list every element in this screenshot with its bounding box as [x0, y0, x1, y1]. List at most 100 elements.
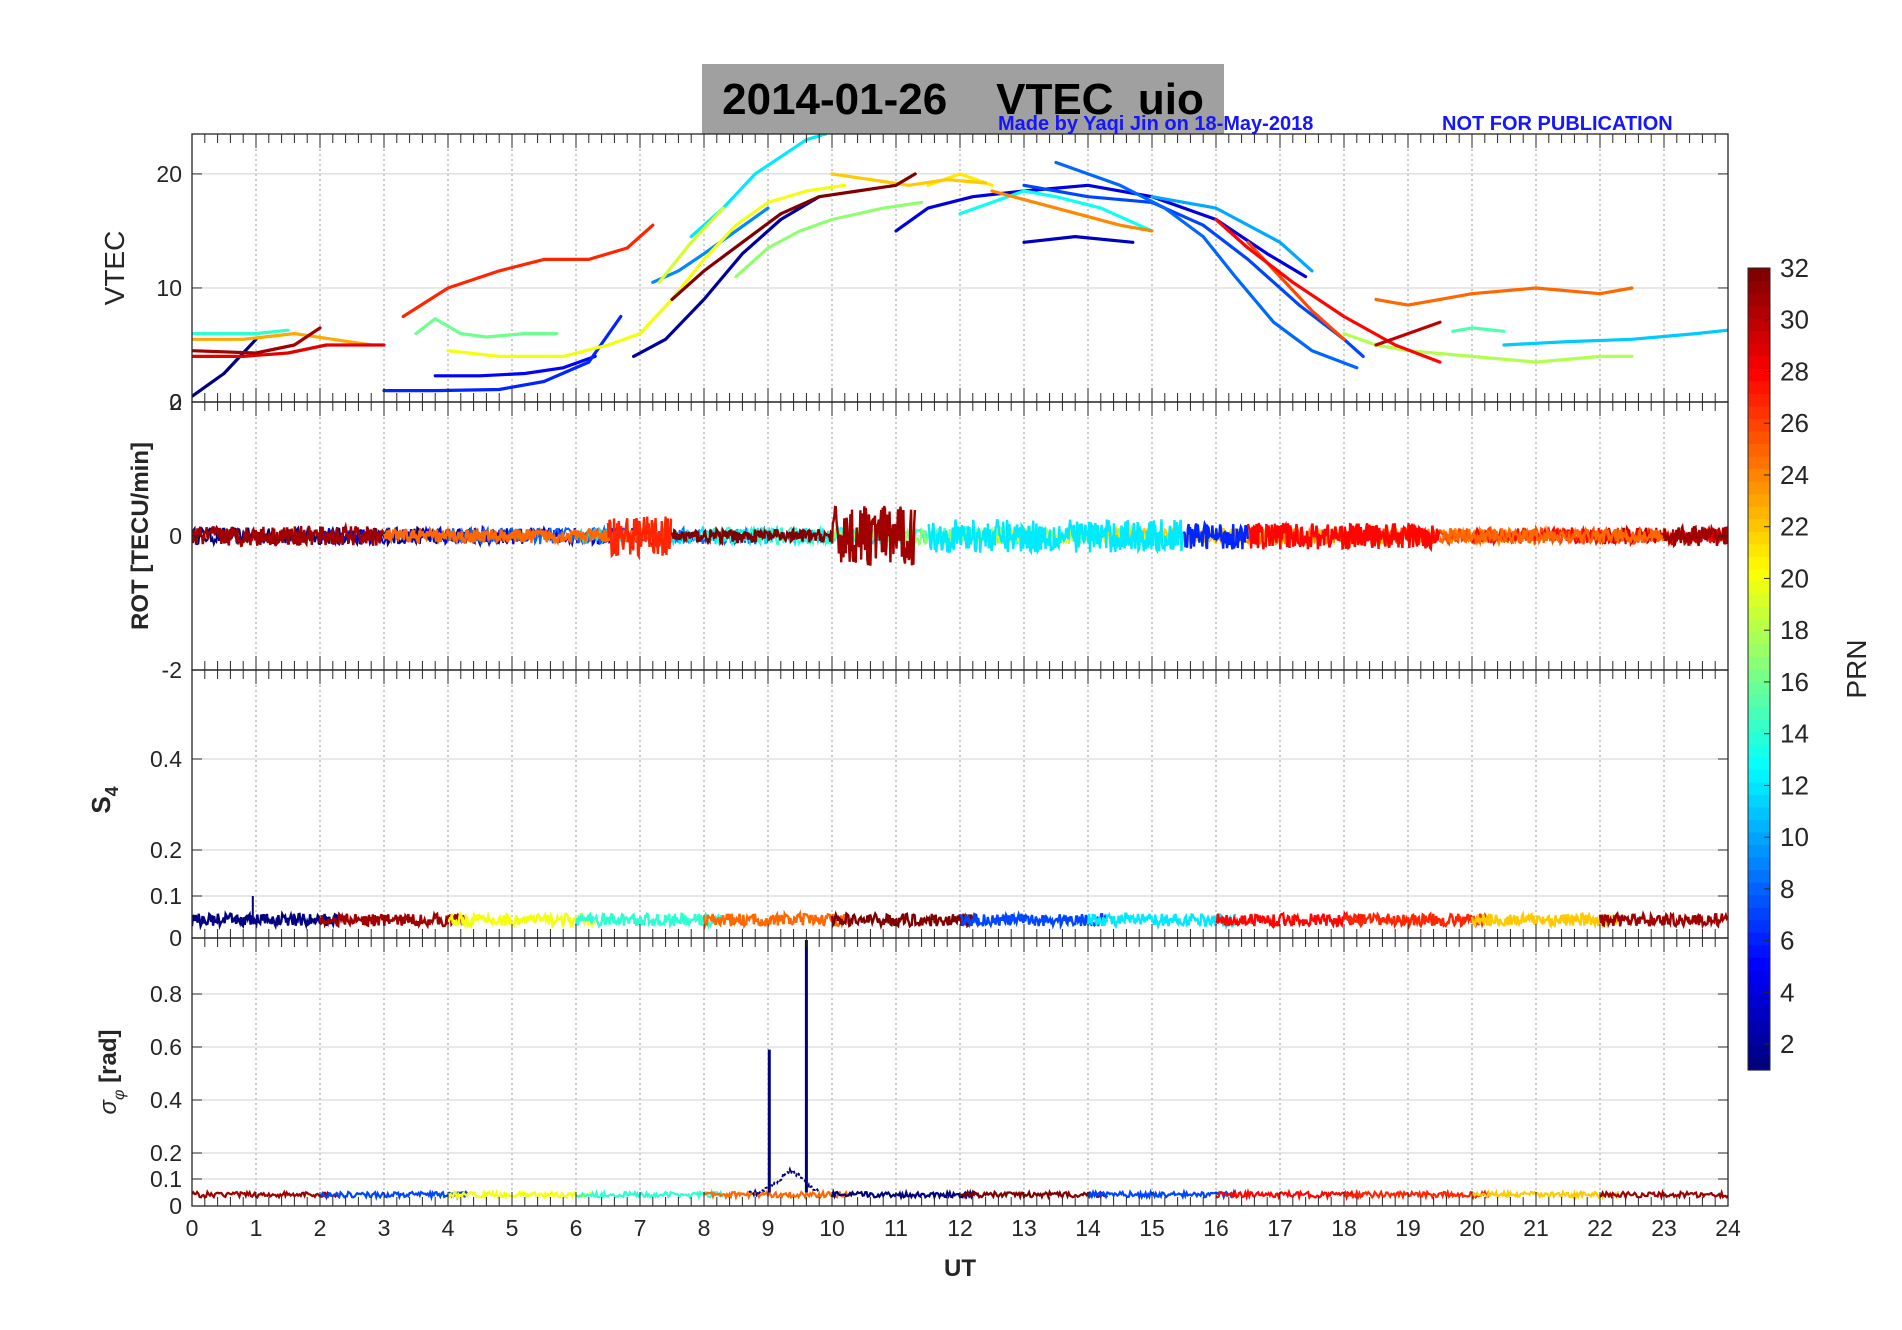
colorbar-swatch — [1748, 1044, 1770, 1059]
vtec-series-prn-13 — [958, 189, 1154, 233]
tick-label-y: 2 — [169, 389, 182, 415]
tick-label-x: 19 — [1395, 1215, 1421, 1241]
colorbar-swatch — [1748, 506, 1770, 520]
colorbar-swatch — [1748, 543, 1770, 557]
colorbar-swatch — [1748, 418, 1770, 432]
colorbar-swatch — [1748, 957, 1770, 971]
colorbar-swatch — [1748, 430, 1770, 445]
colorbar-swatch — [1748, 982, 1770, 996]
rot-series-prn-32 — [670, 525, 833, 547]
colorbar-swatch — [1748, 355, 1770, 369]
tick-label-x: 4 — [442, 1215, 455, 1241]
s4-series-prn-14 — [574, 911, 724, 931]
tick-label-x: 24 — [1715, 1215, 1741, 1241]
sigma-series-prn-22 — [1471, 1188, 1620, 1201]
tick-label-y: 0 — [169, 389, 182, 415]
vtec-series-prn-19 — [657, 206, 725, 284]
colorbar-tick-label: 2 — [1780, 1029, 1794, 1059]
colorbar-swatch — [1748, 606, 1770, 620]
colorbar-swatch — [1748, 656, 1770, 670]
tick-label-x: 14 — [1075, 1215, 1101, 1241]
colorbar-swatch — [1748, 856, 1770, 871]
panel-s4: 0 0.1 0.2 0.4 — [150, 669, 1729, 951]
vtec-series-prn-25 — [1374, 286, 1634, 307]
plot-area-rot — [192, 505, 1728, 566]
rot-series-prn-31 — [1662, 522, 1728, 549]
colorbar-tick-label: 20 — [1780, 563, 1809, 593]
colorbar-swatch — [1748, 806, 1770, 820]
s4-series-prn-32 — [830, 910, 980, 931]
sigma-bump — [748, 1166, 820, 1198]
xlabel-ut: UT — [944, 1255, 976, 1282]
s4-series-prn-20 — [447, 910, 595, 930]
tick-label-y: 20 — [156, 161, 182, 187]
sigma-series-prn-32 — [959, 1188, 1109, 1201]
tick-label-x: 6 — [570, 1215, 583, 1241]
colorbar-swatch — [1748, 393, 1770, 407]
tick-label-x: 3 — [378, 1215, 391, 1241]
colorbar-swatch — [1748, 894, 1770, 908]
plot-area-vtec — [192, 134, 1728, 398]
author-credit: Made by Yaqi Jin on 18-May-2018 — [998, 113, 1314, 135]
vtec-series-prn-3 — [1022, 235, 1135, 244]
s4-series-prn-27 — [1342, 911, 1493, 930]
tick-label-y: 0.4 — [150, 746, 182, 772]
colorbar-swatch — [1748, 368, 1770, 382]
panel-rot: -202 — [162, 389, 1729, 683]
vtec-series-prn-18 — [1342, 332, 1634, 364]
colorbar-swatch — [1748, 919, 1770, 933]
colorbar-tick-label: 28 — [1780, 356, 1809, 386]
colorbar-swatch — [1748, 518, 1770, 532]
colorbar-swatch — [1748, 581, 1770, 595]
colorbar-tick-label: 10 — [1780, 822, 1809, 852]
vtec-series-prn-9 — [651, 206, 770, 284]
s4-series-prn-22 — [1470, 910, 1620, 930]
colorbar-swatch — [1748, 1019, 1770, 1034]
tick-label-x: 22 — [1587, 1215, 1613, 1241]
vtec-series-prn-11 — [1502, 328, 1728, 347]
vtec-series-prn-30 — [1374, 320, 1442, 347]
tick-label-x: 5 — [506, 1215, 519, 1241]
colorbar-swatch — [1748, 781, 1770, 795]
plot-area-s4 — [192, 896, 1728, 931]
colorbar-swatch — [1748, 994, 1770, 1008]
colorbar-swatch — [1748, 318, 1770, 332]
tick-label-y: 0 — [169, 925, 182, 951]
tick-label-x: 21 — [1523, 1215, 1549, 1241]
rot-series-prn-31 — [830, 505, 917, 566]
ylabel-sigma: σφ [rad] — [95, 1030, 128, 1115]
title-background — [702, 64, 1224, 134]
ylabel-s4-sub: 4 — [102, 786, 122, 796]
tick-label-x: 8 — [698, 1215, 711, 1241]
colorbar-swatch — [1748, 719, 1770, 733]
colorbar-swatch — [1748, 907, 1770, 921]
tick-label-y: 0.1 — [150, 883, 182, 909]
colorbar-swatch — [1748, 794, 1770, 808]
s4-series-prn-25 — [702, 909, 853, 931]
colorbar-swatch — [1748, 744, 1770, 758]
chart-title: 2014-01-26 VTEC uio — [722, 75, 1204, 124]
s4-series-prn-31 — [318, 910, 469, 930]
colorbar-tick-label: 18 — [1780, 615, 1809, 645]
vtec-series-prn-29 — [192, 343, 386, 358]
ylabel-sigma-sub: φ — [111, 1090, 128, 1100]
ylabel-s4: S4 — [86, 786, 122, 813]
colorbar-tick-label: 26 — [1780, 408, 1809, 438]
rot-series-prn-25 — [1438, 525, 1665, 547]
vtec-series-prn-27 — [401, 223, 655, 319]
tick-label-x: 0 — [186, 1215, 199, 1241]
s4-series-prn-7 — [959, 910, 1108, 931]
tick-label-x: 2 — [314, 1215, 327, 1241]
colorbar-swatch — [1748, 944, 1770, 958]
colorbar-swatch — [1748, 455, 1770, 470]
tick-label-x: 9 — [762, 1215, 775, 1241]
tick-label-x: 20 — [1459, 1215, 1485, 1241]
colorbar-swatch — [1748, 493, 1770, 507]
vtec-series-prn-17 — [734, 200, 924, 279]
tick-label-x: 15 — [1139, 1215, 1165, 1241]
colorbar-tick-label: 8 — [1780, 874, 1794, 904]
colorbar-label: PRN — [1841, 639, 1872, 698]
vtec-series-prn-14 — [192, 328, 290, 336]
rot-series-prn-12 — [927, 518, 1185, 556]
